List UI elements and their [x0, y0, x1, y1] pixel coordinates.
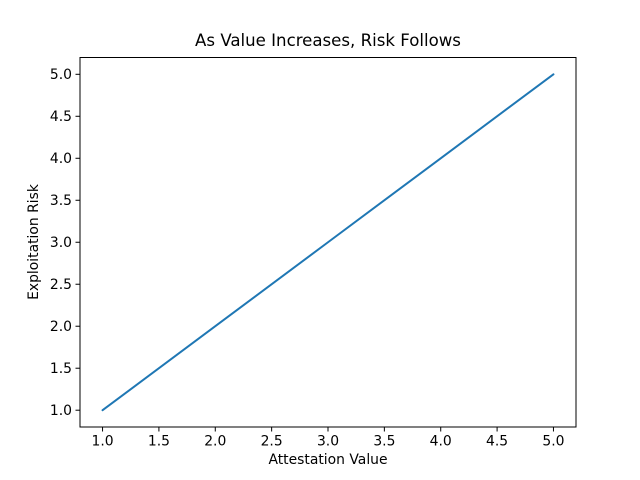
- y-tick-label: 1.5: [50, 361, 72, 377]
- x-tick-label: 2.5: [261, 434, 283, 450]
- y-tick-label: 4.5: [50, 109, 72, 125]
- x-tick-label: 5.0: [542, 434, 564, 450]
- x-axis-label: Attestation Value: [268, 452, 388, 468]
- y-tick-label: 2.0: [50, 319, 72, 335]
- y-tick-label: 3.0: [50, 235, 72, 251]
- y-tick-label: 4.0: [50, 151, 72, 167]
- chart-title: As Value Increases, Risk Follows: [195, 31, 461, 50]
- x-tick-label: 3.5: [373, 434, 395, 450]
- x-tick-label: 2.0: [204, 434, 226, 450]
- x-tick-label: 4.0: [430, 434, 452, 450]
- y-tick-label: 1.0: [50, 403, 72, 419]
- x-tick-label: 1.0: [91, 434, 113, 450]
- y-tick-label: 5.0: [50, 67, 72, 83]
- data-line: [101, 73, 555, 412]
- y-tick-label: 2.5: [50, 277, 72, 293]
- x-tick-label: 4.5: [486, 434, 508, 450]
- x-tick-label: 1.5: [148, 434, 170, 450]
- y-tick-label: 3.5: [50, 193, 72, 209]
- x-tick-label: 3.0: [317, 434, 339, 450]
